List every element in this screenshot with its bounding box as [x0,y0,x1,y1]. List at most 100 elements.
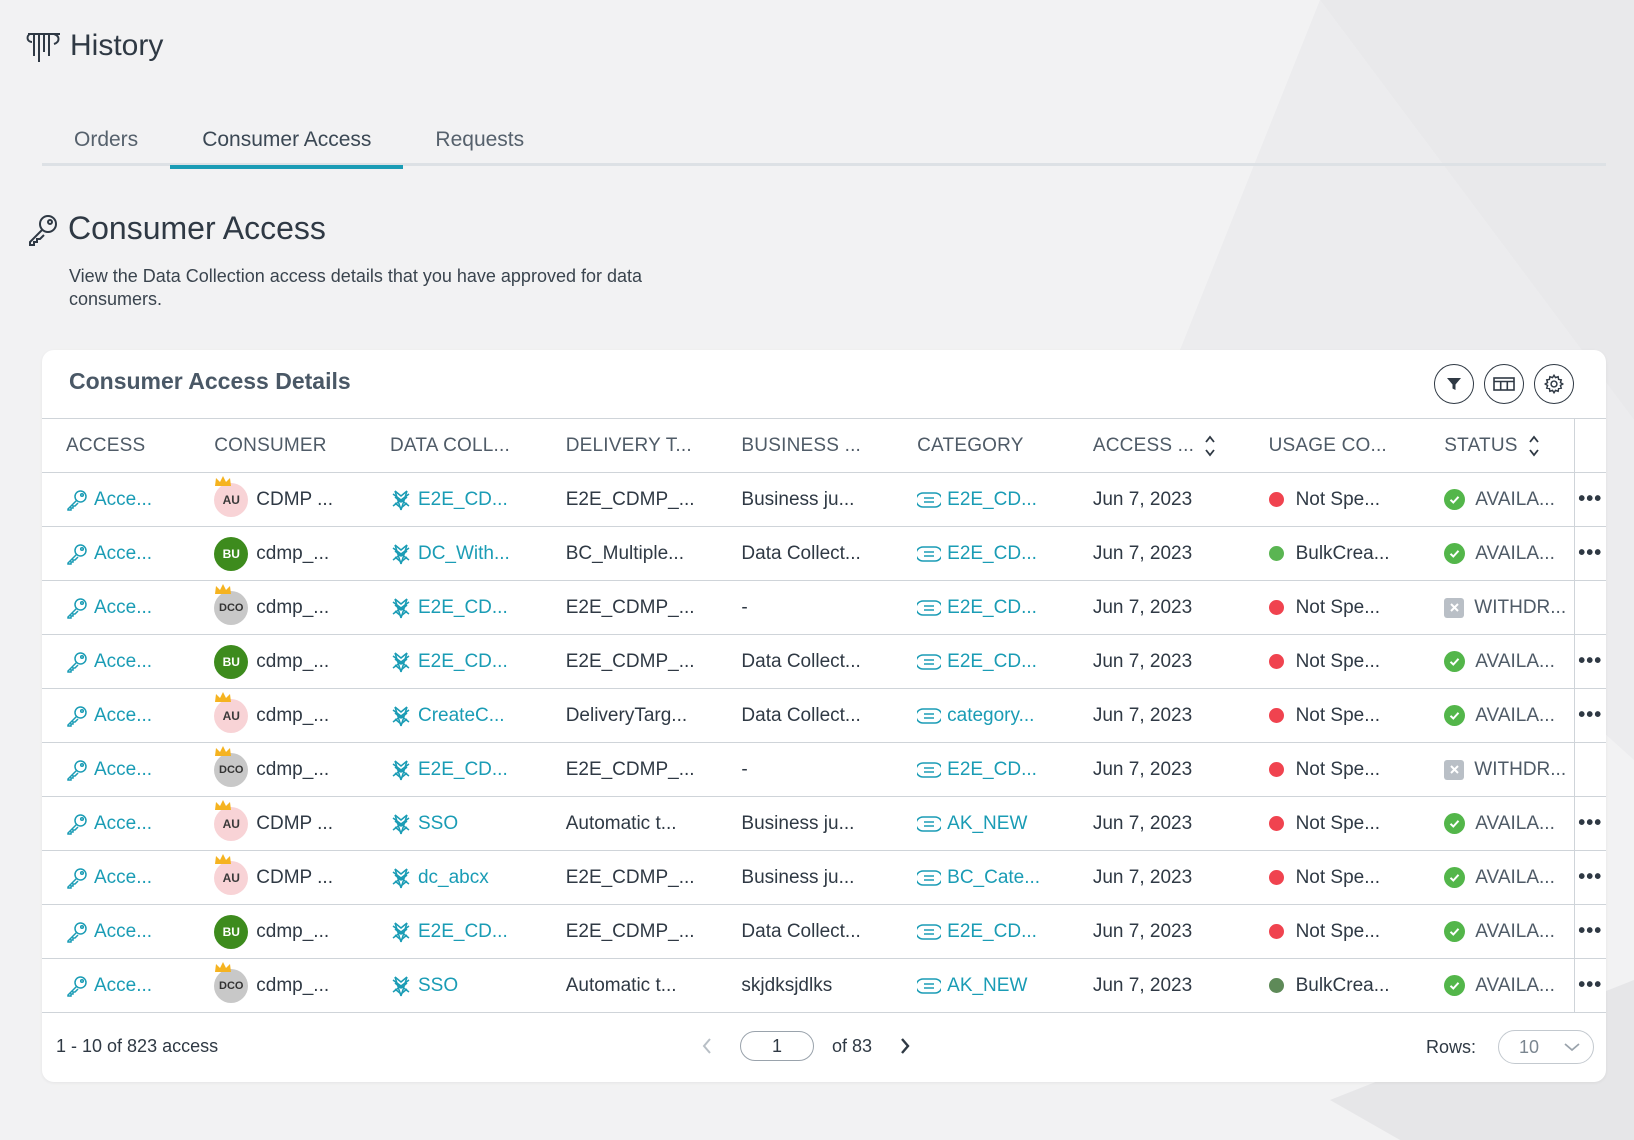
category-link[interactable]: E2E_CD... [947,650,1037,672]
access-link[interactable]: Acce... [94,812,153,834]
table-row[interactable]: Acce... BU cdmp_... E2E_CD... E2E_CDMP_... Da… [42,634,1606,689]
more-actions-button[interactable]: ••• [1578,974,1603,996]
cell-access[interactable]: Acce... [42,634,191,689]
more-actions-button[interactable]: ••• [1578,704,1603,726]
table-row[interactable]: Acce... BU cdmp_... E2E_CD... E2E_CDMP_... Da… [42,904,1606,959]
page-number-input[interactable] [740,1031,814,1061]
category-link[interactable]: E2E_CD... [947,596,1037,618]
data-collection-link[interactable]: E2E_CD... [417,596,508,618]
cell-category[interactable]: category... [893,688,1069,743]
cell-data-collection[interactable]: E2E_CD... [365,904,542,959]
sort-icon[interactable] [1204,434,1216,458]
table-row[interactable]: Acce... AU cdmp_... CreateC... DeliveryTarg.… [42,688,1606,743]
cell-access[interactable]: Acce... [42,526,191,581]
category-link[interactable]: E2E_CD... [947,758,1037,780]
next-page-button[interactable] [890,1031,920,1061]
cell-category[interactable]: E2E_CD... [893,742,1069,797]
category-link[interactable]: E2E_CD... [947,920,1037,942]
access-link[interactable]: Acce... [94,974,153,996]
table-row[interactable]: Acce... BU cdmp_... DC_With... BC_Multiple..… [42,526,1606,581]
cell-data-collection[interactable]: CreateC... [365,688,542,743]
cell-category[interactable]: E2E_CD... [893,472,1069,527]
table-row[interactable]: Acce... AU CDMP ... E2E_CD... E2E_CDMP_... Bu… [42,472,1606,527]
cell-access[interactable]: Acce... [42,850,191,905]
column-header-delivery-target[interactable]: DELIVERY T... [541,418,718,473]
cell-access[interactable]: Acce... [42,958,191,1013]
more-actions-button[interactable]: ••• [1578,650,1603,672]
access-link[interactable]: Acce... [94,866,153,888]
table-row[interactable]: Acce... AU CDMP ... SSO Automatic t... Busine… [42,796,1606,851]
cell-category[interactable]: BC_Cate... [893,850,1069,905]
avatar: BU [214,536,249,571]
more-actions-button[interactable]: ••• [1578,542,1603,564]
prev-page-button[interactable] [692,1031,722,1061]
rows-per-page-select[interactable]: 10 [1498,1030,1594,1064]
cell-category[interactable]: E2E_CD... [893,904,1069,959]
cell-access[interactable]: Acce... [42,580,191,635]
tab-requests[interactable]: Requests [435,128,525,151]
column-header-consumer[interactable]: CONSUMER [190,418,366,473]
access-link[interactable]: Acce... [94,650,153,672]
cell-data-collection[interactable]: SSO [365,796,542,851]
access-link[interactable]: Acce... [94,488,153,510]
column-header-category[interactable]: CATEGORY [893,418,1069,473]
data-collection-link[interactable]: E2E_CD... [417,650,508,672]
data-collection-link[interactable]: dc_abcx [417,866,489,888]
tab-consumer-access[interactable]: Consumer Access [170,124,404,169]
category-link[interactable]: E2E_CD... [947,488,1037,510]
more-actions-button[interactable]: ••• [1578,920,1603,942]
data-collection-link[interactable]: E2E_CD... [417,758,508,780]
column-header-data-collection[interactable]: DATA COLL... [365,418,542,473]
cell-data-collection[interactable]: E2E_CD... [365,580,542,635]
category-link[interactable]: BC_Cate... [947,866,1041,888]
data-collection-link[interactable]: E2E_CD... [417,488,508,510]
data-collection-link[interactable]: CreateC... [417,704,505,726]
cell-category[interactable]: E2E_CD... [893,634,1069,689]
access-link[interactable]: Acce... [94,704,153,726]
access-link[interactable]: Acce... [94,542,153,564]
filter-button[interactable] [1434,364,1474,404]
column-header-access-date[interactable]: ACCESS ... [1068,418,1245,473]
data-collection-link[interactable]: E2E_CD... [417,920,508,942]
cell-access[interactable]: Acce... [42,904,191,959]
cell-access[interactable]: Acce... [42,472,191,527]
table-row[interactable]: Acce... DCO cdmp_... E2E_CD... E2E_CDMP_... -… [42,742,1606,797]
category-link[interactable]: category... [947,704,1035,726]
more-actions-button[interactable]: ••• [1578,812,1603,834]
columns-button[interactable] [1484,364,1524,404]
access-link[interactable]: Acce... [94,758,153,780]
table-row[interactable]: Acce... DCO cdmp_... SSO Automatic t... skjdk… [42,958,1606,1013]
column-header-business[interactable]: BUSINESS ... [717,418,894,473]
data-collection-link[interactable]: SSO [417,812,459,834]
cell-category[interactable]: AK_NEW [893,796,1069,851]
category-link[interactable]: AK_NEW [947,812,1028,834]
cell-data-collection[interactable]: E2E_CD... [365,634,542,689]
data-collection-link[interactable]: SSO [417,974,459,996]
cell-category[interactable]: E2E_CD... [893,580,1069,635]
column-header-usage[interactable]: USAGE CO... [1244,418,1421,473]
more-actions-button[interactable]: ••• [1578,488,1603,510]
cell-data-collection[interactable]: dc_abcx [365,850,542,905]
cell-access[interactable]: Acce... [42,796,191,851]
column-header-status[interactable]: STATUS [1420,418,1575,473]
tab-orders[interactable]: Orders [74,128,139,151]
settings-button[interactable] [1534,364,1574,404]
cell-access[interactable]: Acce... [42,688,191,743]
category-link[interactable]: E2E_CD... [947,542,1037,564]
more-actions-button[interactable]: ••• [1578,866,1603,888]
cell-category[interactable]: E2E_CD... [893,526,1069,581]
cell-data-collection[interactable]: E2E_CD... [365,472,542,527]
cell-data-collection[interactable]: E2E_CD... [365,742,542,797]
column-header-access[interactable]: ACCESS [42,418,191,473]
table-row[interactable]: Acce... DCO cdmp_... E2E_CD... E2E_CDMP_... -… [42,580,1606,635]
sort-icon[interactable] [1528,434,1540,458]
access-link[interactable]: Acce... [94,596,153,618]
access-link[interactable]: Acce... [94,920,153,942]
category-link[interactable]: AK_NEW [947,974,1028,996]
cell-data-collection[interactable]: SSO [365,958,542,1013]
cell-category[interactable]: AK_NEW [893,958,1069,1013]
table-row[interactable]: Acce... AU CDMP ... dc_abcx E2E_CDMP_... Busi… [42,850,1606,905]
cell-data-collection[interactable]: DC_With... [365,526,542,581]
data-collection-link[interactable]: DC_With... [417,542,510,564]
cell-access[interactable]: Acce... [42,742,191,797]
